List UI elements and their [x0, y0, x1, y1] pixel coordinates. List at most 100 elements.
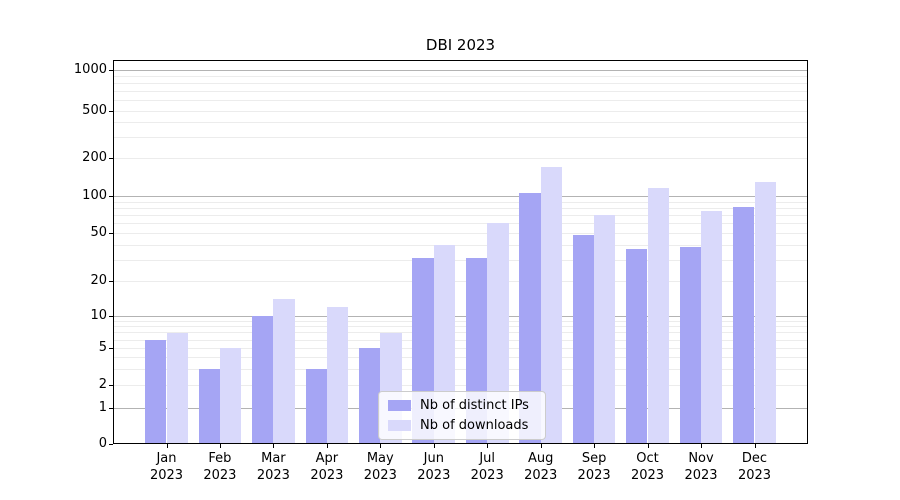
- x-axis-tick-label-month: Apr: [315, 451, 339, 466]
- x-axis-tick-label: Oct 2023: [613, 450, 683, 484]
- legend-item: Nb of downloads: [388, 418, 536, 433]
- y-axis-tick-label: 0: [98, 436, 107, 451]
- y-axis-tick-mark: [109, 316, 113, 317]
- x-axis-tick-label: Sep 2023: [559, 450, 629, 484]
- x-axis-tick-label: May 2023: [345, 450, 415, 484]
- minor-gridline: [114, 281, 807, 282]
- bar-distinct-ips: [198, 368, 220, 443]
- minor-gridline: [114, 233, 807, 234]
- x-axis-tick-label: Aug 2023: [506, 450, 576, 484]
- bar-downloads: [487, 223, 509, 443]
- x-axis-tick-label-year: 2023: [684, 468, 718, 483]
- minor-gridline: [114, 202, 807, 203]
- bar-distinct-ips: [305, 368, 327, 443]
- x-axis-tick-label: Nov 2023: [666, 450, 736, 484]
- legend: Nb of distinct IPs Nb of downloads: [378, 391, 546, 440]
- legend-item: Nb of distinct IPs: [388, 398, 536, 413]
- x-axis-tick-label-month: Aug: [527, 451, 554, 466]
- legend-swatch: [388, 400, 411, 411]
- x-axis-tick-label-year: 2023: [256, 468, 290, 483]
- y-axis-tick-mark: [109, 233, 113, 234]
- y-axis-tick-mark: [109, 196, 113, 197]
- x-axis-tick-label: Jan 2023: [132, 450, 202, 484]
- legend-swatch: [388, 420, 411, 431]
- y-axis-tick-label: 2: [98, 377, 107, 392]
- x-axis-tick-label-year: 2023: [577, 468, 611, 483]
- bar-distinct-ips: [252, 316, 274, 443]
- x-axis-tick-label-month: May: [366, 451, 394, 466]
- x-axis-tick-mark: [326, 444, 328, 448]
- bar-distinct-ips: [572, 235, 595, 443]
- x-axis-tick-label-month: Feb: [208, 451, 232, 466]
- minor-gridline: [114, 260, 807, 261]
- x-axis-tick-mark: [380, 444, 382, 448]
- bar-distinct-ips: [519, 193, 541, 443]
- y-axis-tick-label: 50: [90, 225, 107, 240]
- x-axis-tick-label-month: Jul: [479, 451, 496, 466]
- bar-distinct-ips: [358, 348, 381, 443]
- plot-area: Nb of distinct IPs Nb of downloads: [113, 60, 808, 444]
- x-axis-tick-mark: [433, 444, 435, 448]
- y-axis-tick-label: 500: [82, 103, 107, 118]
- x-axis-tick-label-year: 2023: [203, 468, 237, 483]
- minor-gridline: [114, 245, 807, 246]
- minor-gridline: [114, 326, 807, 327]
- x-axis-tick-mark: [647, 444, 649, 448]
- bar-downloads: [166, 332, 188, 443]
- y-axis-tick-mark: [109, 444, 113, 445]
- major-gridline: [114, 196, 807, 197]
- x-axis-tick-mark: [273, 444, 275, 448]
- x-axis-tick-mark: [487, 444, 489, 448]
- x-axis-tick-label: Dec 2023: [720, 450, 790, 484]
- y-axis-tick-mark: [109, 385, 113, 386]
- minor-gridline: [114, 215, 807, 216]
- minor-gridline: [114, 100, 807, 101]
- y-axis-tick-label: 10: [90, 308, 107, 323]
- minor-gridline: [114, 340, 807, 341]
- bar-downloads: [219, 348, 242, 443]
- minor-gridline: [114, 357, 807, 358]
- x-axis-tick-label-month: Jan: [156, 451, 177, 466]
- y-axis-tick-label: 100: [82, 188, 107, 203]
- minor-gridline: [114, 332, 807, 333]
- bar-distinct-ips: [733, 206, 755, 443]
- x-axis-tick-label-year: 2023: [470, 468, 504, 483]
- x-axis-tick-label-month: Jun: [423, 451, 444, 466]
- minor-gridline: [114, 83, 807, 84]
- y-axis-tick-label: 20: [90, 273, 107, 288]
- minor-gridline: [114, 76, 807, 77]
- minor-gridline: [114, 91, 807, 92]
- x-axis-tick-label-year: 2023: [524, 468, 558, 483]
- x-axis-tick-mark: [594, 444, 596, 448]
- minor-gridline: [114, 122, 807, 123]
- x-axis-tick-label-year: 2023: [630, 468, 665, 483]
- y-axis-tick-label: 1: [98, 400, 107, 415]
- x-axis-tick-label-year: 2023: [417, 468, 451, 483]
- legend-item-label: Nb of distinct IPs: [420, 398, 529, 413]
- x-axis-tick-label-month: Mar: [261, 451, 286, 466]
- bar-downloads: [273, 299, 295, 443]
- minor-gridline: [114, 348, 807, 349]
- x-axis-tick-label: Jul 2023: [452, 450, 522, 484]
- minor-gridline: [114, 208, 807, 209]
- bar-downloads: [647, 188, 669, 443]
- y-axis-tick-mark: [109, 281, 113, 282]
- x-axis-tick-label-year: 2023: [737, 468, 772, 483]
- major-gridline: [114, 316, 807, 317]
- bar-downloads: [754, 181, 776, 443]
- minor-gridline: [114, 111, 807, 112]
- y-axis-tick-label: 5: [98, 340, 107, 355]
- x-axis-tick-label-month: Sep: [581, 451, 607, 466]
- x-axis-tick-label-year: 2023: [149, 468, 184, 483]
- bar-distinct-ips: [626, 248, 648, 443]
- y-axis-tick-mark: [109, 111, 113, 112]
- y-axis-tick-mark: [109, 408, 113, 409]
- x-axis-tick-mark: [166, 444, 168, 448]
- y-axis-tick-mark: [109, 70, 113, 71]
- minor-gridline: [114, 223, 807, 224]
- bar-downloads: [540, 166, 563, 443]
- minor-gridline: [114, 369, 807, 370]
- x-axis-tick-label-month: Dec: [741, 451, 768, 466]
- major-gridline: [114, 70, 807, 71]
